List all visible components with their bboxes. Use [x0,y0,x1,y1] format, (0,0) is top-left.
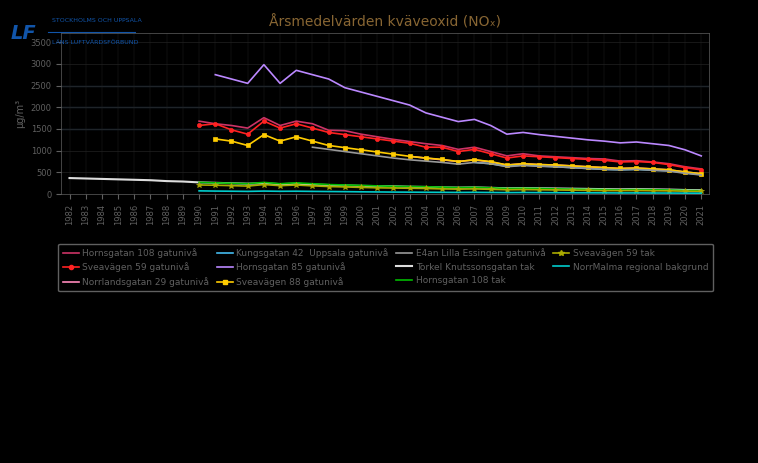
Title: Årsmedelvärden kväveoxid (NOₓ): Årsmedelvärden kväveoxid (NOₓ) [269,15,501,30]
Text: LF: LF [11,24,36,43]
Text: LÄNS LUFTVÅRDSFÖRBUND: LÄNS LUFTVÅRDSFÖRBUND [52,40,138,45]
Y-axis label: µg/m³: µg/m³ [15,99,25,128]
Legend: Hornsgatan 108 gatunivå, Sveavägen 59 gatunivå, Norrlandsgatan 29 gatunivå, Kung: Hornsgatan 108 gatunivå, Sveavägen 59 ga… [58,244,713,291]
Text: STOCKHOLMS OCH UPPSALA: STOCKHOLMS OCH UPPSALA [52,18,142,23]
